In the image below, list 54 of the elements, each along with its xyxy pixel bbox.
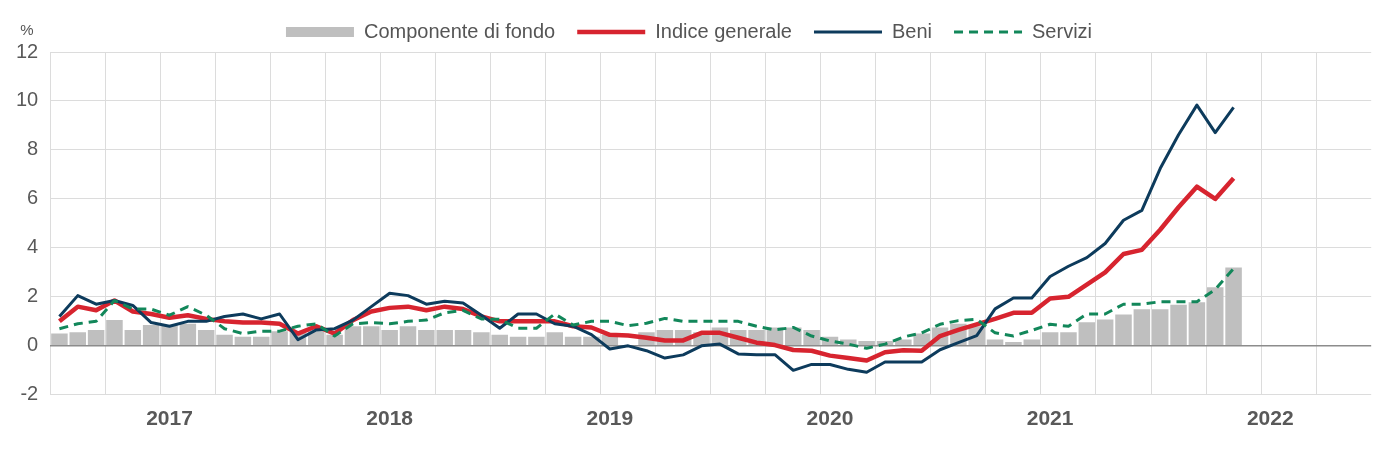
bar bbox=[87, 329, 105, 346]
bar bbox=[1206, 287, 1224, 346]
bar bbox=[69, 332, 87, 346]
bar bbox=[1170, 304, 1187, 346]
line-series bbox=[57, 267, 1236, 350]
y-axis-title: % bbox=[20, 20, 34, 38]
bar bbox=[1023, 339, 1041, 346]
y-tick-label: 2 bbox=[27, 284, 39, 307]
bar bbox=[142, 325, 160, 346]
bar bbox=[124, 329, 142, 346]
bar bbox=[1005, 341, 1022, 346]
bar bbox=[1225, 267, 1242, 346]
x-tick-label: 2017 bbox=[146, 406, 193, 430]
bar bbox=[216, 334, 233, 346]
legend-label: Beni bbox=[891, 19, 933, 42]
bar bbox=[1060, 332, 1077, 346]
legend-label: Indice generale bbox=[655, 19, 792, 42]
bar bbox=[252, 336, 270, 346]
y-tick-label: 6 bbox=[27, 186, 39, 209]
y-tick-label: 8 bbox=[27, 137, 39, 160]
bar bbox=[179, 323, 197, 346]
y-tick-label: 12 bbox=[16, 39, 39, 62]
legend-label: Servizi bbox=[1032, 19, 1093, 42]
bar bbox=[234, 336, 252, 346]
y-tick-label: -2 bbox=[20, 382, 39, 405]
bar bbox=[564, 336, 582, 346]
bar bbox=[344, 326, 362, 346]
x-tick-label: 2019 bbox=[586, 406, 634, 430]
bar bbox=[161, 325, 178, 346]
bar bbox=[197, 329, 215, 346]
bar bbox=[399, 326, 417, 346]
y-tick-label: 4 bbox=[27, 235, 39, 258]
bar bbox=[1151, 309, 1169, 346]
y-tick-label: 10 bbox=[16, 88, 39, 111]
bar bbox=[546, 332, 564, 346]
x-tick-label: 2021 bbox=[1026, 406, 1074, 430]
bar bbox=[1096, 319, 1114, 346]
bar bbox=[106, 320, 123, 346]
bar bbox=[1115, 314, 1132, 346]
bar bbox=[271, 331, 288, 346]
x-tick-label: 2022 bbox=[1246, 406, 1294, 430]
bar bbox=[1078, 322, 1096, 346]
x-tick-label: 2020 bbox=[806, 406, 854, 430]
bar bbox=[1188, 302, 1206, 346]
bar bbox=[51, 333, 68, 346]
legend-label: Componente di fondo bbox=[363, 19, 556, 42]
bar bbox=[509, 336, 527, 346]
bar bbox=[986, 339, 1004, 346]
y-tick-label: 0 bbox=[27, 333, 39, 356]
x-tick-label: 2018 bbox=[366, 406, 414, 430]
bar bbox=[1041, 332, 1059, 346]
bar bbox=[528, 336, 545, 346]
bar bbox=[1133, 309, 1151, 346]
bar bbox=[454, 329, 472, 346]
